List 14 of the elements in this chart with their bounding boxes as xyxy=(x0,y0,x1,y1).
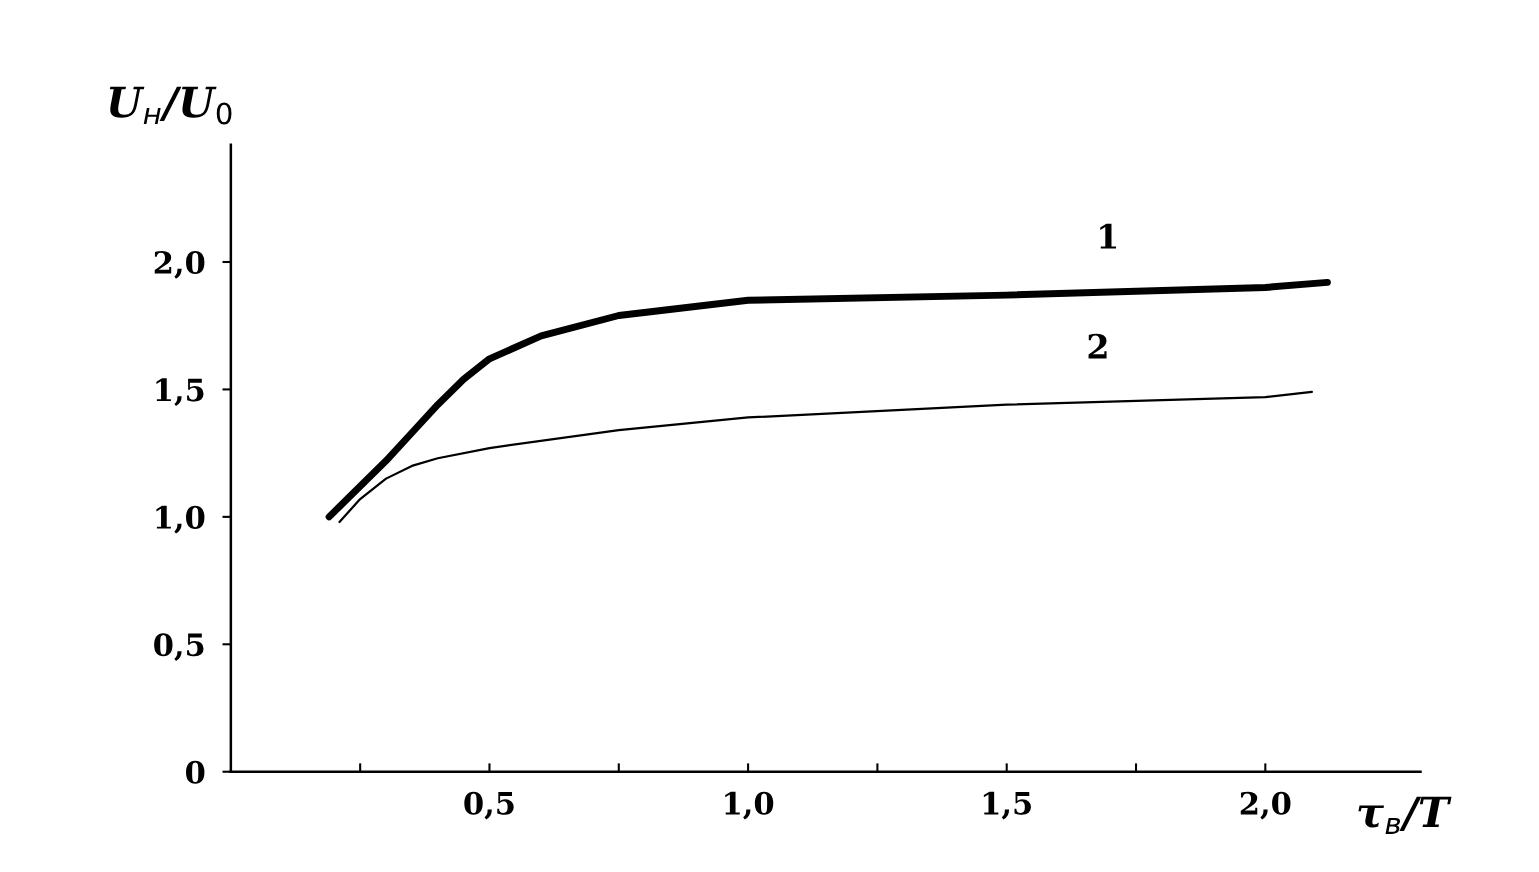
line-series xyxy=(338,390,1313,524)
x-tick-label: 2,0 xyxy=(1240,791,1291,820)
y-tick-label: 1,5 xyxy=(156,378,204,407)
y-tick-label: 0,5 xyxy=(154,633,204,661)
y-axis-title: U$_{н}$/U$_{0}$ xyxy=(109,86,232,125)
series-label: 2 xyxy=(1088,333,1107,359)
y-tick-label: 0 xyxy=(186,760,205,784)
y-tick-label: 2,0 xyxy=(154,250,205,279)
y-tick-label: 1,0 xyxy=(156,505,205,534)
x-tick-label: 1,5 xyxy=(983,791,1031,820)
series-label: 1 xyxy=(1100,223,1117,249)
x-tick-label: 1,0 xyxy=(725,791,774,820)
x-tick-label: 0,5 xyxy=(464,791,514,820)
x-axis-title: τ$_{в}$/T xyxy=(1358,796,1452,834)
